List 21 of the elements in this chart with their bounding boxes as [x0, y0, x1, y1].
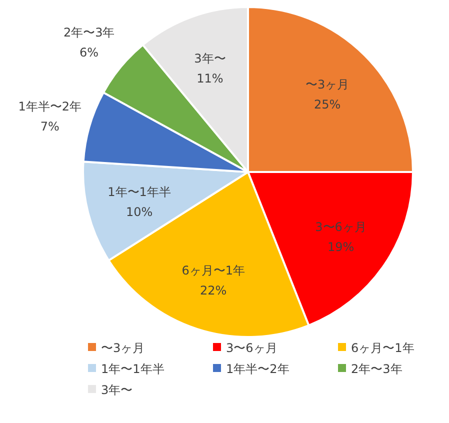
data-label: 7% — [40, 119, 60, 134]
slice-label: 1年〜1年半 — [108, 184, 171, 199]
data-label: 25% — [314, 98, 341, 112]
slice-label: 2年〜3年 — [63, 26, 115, 40]
slice-label: 3年〜 — [194, 51, 226, 66]
legend-label: 3年〜 — [101, 383, 133, 397]
data-label: 6% — [80, 46, 99, 60]
slice-label: 3〜6ヶ月 — [315, 220, 366, 234]
data-label: 22% — [200, 284, 227, 298]
slice-label: 1年半〜2年 — [18, 99, 82, 114]
slice-label: 〜3ヶ月 — [306, 78, 350, 92]
legend-label: 1年半〜2年 — [226, 362, 290, 376]
slice-label: 6ヶ月〜1年 — [182, 264, 245, 278]
legend-label: 6ヶ月〜1年 — [351, 341, 414, 355]
legend-label: 3〜6ヶ月 — [226, 341, 278, 355]
data-label: 19% — [327, 240, 354, 254]
legend-label: 2年〜3年 — [351, 362, 402, 376]
legend-label: 〜3ヶ月 — [101, 341, 145, 355]
data-label: 10% — [126, 204, 153, 219]
data-label: 11% — [196, 71, 224, 86]
legend-label: 1年〜1年半 — [101, 362, 164, 376]
